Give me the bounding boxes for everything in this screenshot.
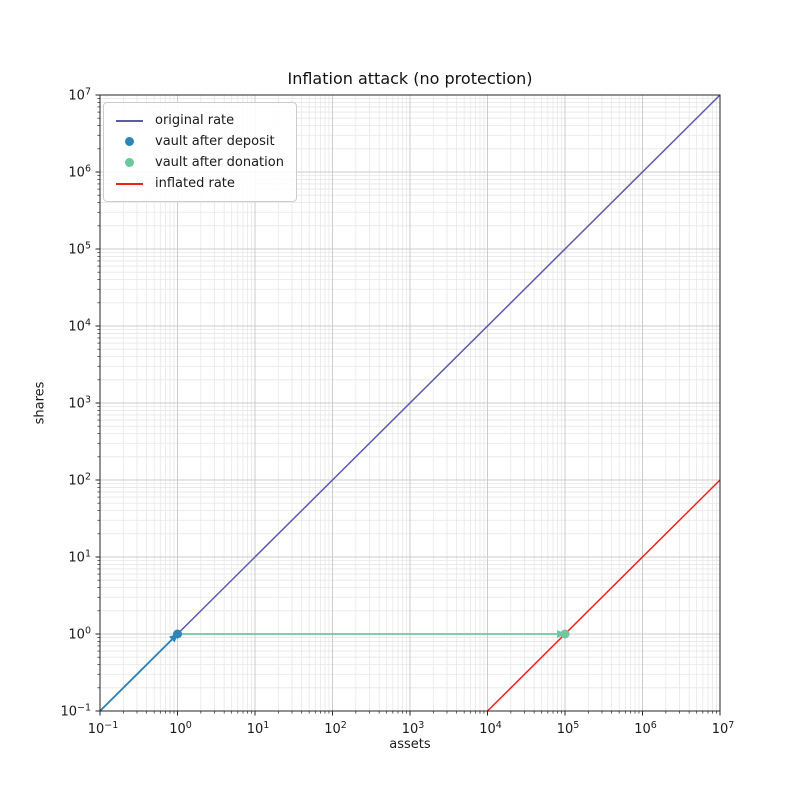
series-inflated-rate: [486, 479, 721, 712]
x-tick-label: 107: [712, 720, 735, 737]
y-tick-label: 10−1: [60, 703, 91, 720]
legend-entry-vault-after-deposit: vault after deposit: [113, 131, 284, 152]
series-original-rate: [99, 94, 721, 712]
x-tick-label: 106: [634, 720, 657, 737]
y-axis-label: shares: [32, 381, 48, 425]
marker-vault-after-donation: [560, 629, 570, 639]
legend-line-swatch: [116, 119, 143, 122]
y-tick-label: 105: [68, 241, 91, 258]
x-tick-label: 104: [479, 720, 502, 737]
marker-vault-after-deposit: [173, 629, 182, 639]
legend-label: vault after donation: [155, 155, 284, 170]
legend-dot-swatch: [125, 158, 134, 167]
y-tick-label: 107: [68, 87, 91, 104]
y-tick-label: 104: [68, 318, 91, 335]
y-tick-label: 103: [68, 395, 91, 412]
legend-dot-swatch: [125, 137, 134, 146]
y-tick-label: 101: [68, 549, 91, 566]
x-tick-label: 102: [324, 720, 347, 737]
x-tick-label: 101: [247, 720, 270, 737]
x-tick-label: 10−1: [88, 720, 119, 737]
x-tick-label: 103: [402, 720, 425, 737]
legend-entry-original-rate: original rate: [113, 110, 284, 131]
y-tick-label: 100: [68, 626, 91, 643]
legend-label: inflated rate: [155, 176, 235, 191]
legend-label: original rate: [155, 113, 235, 128]
legend-label: vault after deposit: [155, 134, 275, 149]
legend-line-swatch: [116, 182, 143, 185]
legend: original rate vault after deposit vault af…: [103, 102, 297, 202]
legend-entry-vault-after-donation: vault after donation: [113, 152, 284, 173]
x-tick-label: 100: [169, 720, 192, 737]
legend-entry-inflated-rate: inflated rate: [113, 173, 284, 194]
chart-title: Inflation attack (no protection): [287, 69, 533, 88]
x-axis-label: assets: [389, 737, 431, 752]
y-tick-label: 102: [68, 472, 91, 489]
deposit-arrow: [99, 633, 179, 712]
y-tick-label: 106: [68, 164, 91, 181]
x-tick-label: 105: [557, 720, 580, 737]
